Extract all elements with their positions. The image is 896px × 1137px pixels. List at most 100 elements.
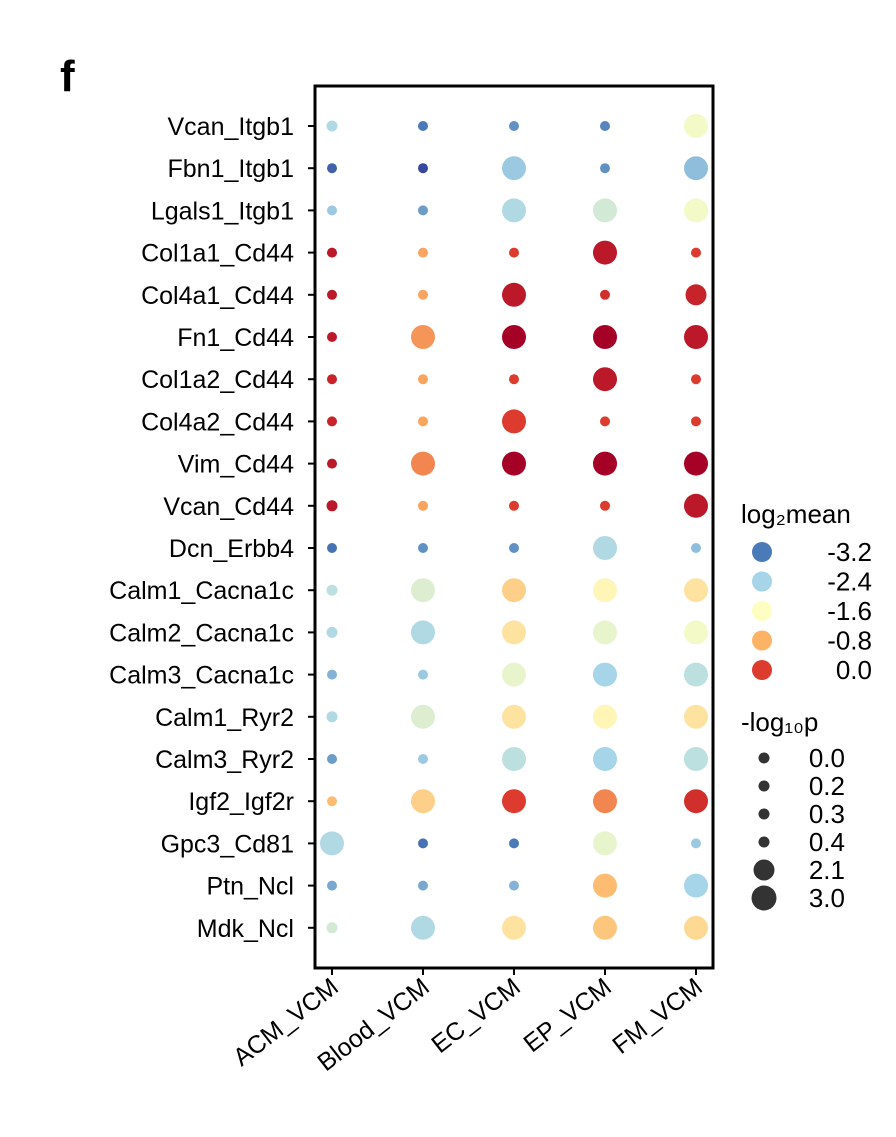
legend-size-swatch bbox=[758, 836, 770, 848]
dots-layer bbox=[320, 114, 708, 940]
dot-Vim_Cd44-FM_VCM bbox=[684, 451, 708, 476]
dot-Col1a2_Cd44-FM_VCM bbox=[691, 374, 701, 385]
legend-color-label: -0.8 bbox=[827, 626, 872, 656]
legend-size-swatch bbox=[758, 752, 770, 764]
dot-Dcn_Erbb4-EP_VCM bbox=[593, 536, 617, 560]
legend-color-swatch bbox=[752, 542, 772, 562]
x-tick-label: FM_VCM bbox=[607, 973, 707, 1060]
legend-color-swatch bbox=[752, 630, 772, 651]
legend-color-swatch bbox=[752, 660, 772, 680]
dot-Igf2_Igf2r-EP_VCM bbox=[593, 789, 617, 814]
dot-Calm2_Cacna1c-Blood_VCM bbox=[411, 620, 435, 645]
dot-Vim_Cd44-EP_VCM bbox=[593, 451, 617, 476]
y-tick-label: Vcan_Cd44 bbox=[163, 493, 294, 521]
y-tick-label: Fn1_Cd44 bbox=[177, 324, 294, 352]
y-tick-label: Calm1_Cacna1c bbox=[109, 577, 294, 605]
dot-Vcan_Itgb1-EC_VCM bbox=[509, 121, 519, 131]
dot-Ptn_Ncl-Blood_VCM bbox=[418, 880, 428, 891]
dot-Col4a2_Cd44-FM_VCM bbox=[691, 416, 701, 427]
y-tick-label: Col4a1_Cd44 bbox=[141, 282, 294, 310]
dot-Lgals1_Itgb1-EC_VCM bbox=[502, 198, 526, 223]
dot-Fn1_Cd44-FM_VCM bbox=[684, 325, 708, 349]
dot-Lgals1_Itgb1-Blood_VCM bbox=[418, 205, 428, 216]
dot-Calm3_Ryr2-EP_VCM bbox=[593, 747, 617, 771]
y-tick-label: Col1a1_Cd44 bbox=[141, 240, 294, 268]
legend-color-swatch bbox=[752, 601, 772, 621]
y-tick-label: Lgals1_Itgb1 bbox=[151, 197, 294, 225]
dot-Calm3_Cacna1c-FM_VCM bbox=[684, 662, 708, 687]
dot-Igf2_Igf2r-Blood_VCM bbox=[411, 789, 435, 814]
dot-Ptn_Ncl-ACM_VCM bbox=[327, 880, 337, 891]
legend-size-label: 3.0 bbox=[809, 883, 845, 913]
dot-Calm3_Ryr2-ACM_VCM bbox=[327, 754, 337, 764]
dot-Col4a1_Cd44-FM_VCM bbox=[685, 284, 707, 306]
dot-Col1a1_Cd44-FM_VCM bbox=[691, 247, 701, 258]
legend-neg-log10p: -log₁₀p 0.00.20.30.42.13.0 bbox=[741, 707, 845, 913]
dot-Mdk_Ncl-FM_VCM bbox=[684, 915, 708, 940]
dot-Calm1_Ryr2-FM_VCM bbox=[684, 704, 708, 729]
legend-size-swatch bbox=[758, 780, 770, 792]
dot-Vcan_Cd44-EC_VCM bbox=[509, 500, 519, 511]
y-tick-label: Igf2_Igf2r bbox=[188, 788, 294, 816]
y-axis: Vcan_Itgb1 Fbn1_Itgb1 Lgals1_Itgb1 Col1a1_C… bbox=[109, 113, 315, 943]
dot-Calm3_Ryr2-Blood_VCM bbox=[418, 754, 428, 764]
dot-Col4a2_Cd44-ACM_VCM bbox=[327, 416, 337, 427]
y-tick-label: Mdk_Ncl bbox=[197, 915, 294, 943]
legend-size-swatch bbox=[758, 808, 770, 820]
legend-size-label: 0.3 bbox=[809, 799, 845, 829]
y-tick-label: Fbn1_Itgb1 bbox=[168, 155, 295, 183]
dot-Fn1_Cd44-EC_VCM bbox=[502, 325, 526, 349]
legend-size-swatch bbox=[753, 859, 775, 881]
dot-Calm3_Cacna1c-EC_VCM bbox=[502, 662, 526, 687]
dot-Igf2_Igf2r-FM_VCM bbox=[684, 789, 708, 814]
y-tick-label: Calm1_Ryr2 bbox=[155, 704, 294, 732]
legend-log2mean: log₂mean -3.2-2.4-1.6-0.80.0 bbox=[741, 499, 872, 685]
dot-Vim_Cd44-Blood_VCM bbox=[411, 451, 435, 476]
dot-Calm1_Ryr2-EP_VCM bbox=[593, 704, 617, 729]
legend-size-label: 0.2 bbox=[809, 771, 845, 801]
y-tick-label: Col4a2_Cd44 bbox=[141, 408, 294, 436]
dot-Col4a1_Cd44-EP_VCM bbox=[600, 289, 610, 300]
dot-Igf2_Igf2r-ACM_VCM bbox=[327, 796, 337, 807]
dot-Vcan_Cd44-Blood_VCM bbox=[418, 500, 428, 511]
dot-Col4a1_Cd44-EC_VCM bbox=[502, 282, 526, 307]
dot-Col1a1_Cd44-ACM_VCM bbox=[327, 247, 337, 258]
dot-Calm1_Cacna1c-ACM_VCM bbox=[326, 584, 338, 596]
legend-size-title: -log₁₀p bbox=[741, 707, 818, 737]
legend-color-swatch bbox=[752, 571, 772, 592]
dot-Vcan_Cd44-FM_VCM bbox=[684, 493, 708, 518]
y-tick-label: Vcan_Itgb1 bbox=[168, 113, 295, 141]
dot-Ptn_Ncl-FM_VCM bbox=[684, 873, 708, 898]
legend-size-label: 0.4 bbox=[809, 827, 845, 857]
dot-Calm3_Ryr2-FM_VCM bbox=[684, 747, 708, 771]
dot-Col1a2_Cd44-EP_VCM bbox=[593, 367, 617, 392]
legend-color-label: 0.0 bbox=[836, 655, 872, 685]
panel-label: f bbox=[60, 52, 75, 101]
dot-Calm1_Ryr2-Blood_VCM bbox=[411, 704, 435, 729]
dot-Fn1_Cd44-EP_VCM bbox=[593, 325, 617, 349]
dot-Calm1_Cacna1c-EP_VCM bbox=[593, 578, 617, 603]
dot-Gpc3_Cd81-Blood_VCM bbox=[418, 838, 428, 849]
y-tick-label: Calm3_Ryr2 bbox=[155, 746, 294, 774]
x-tick-label: EP_VCM bbox=[518, 973, 616, 1058]
legend-size-label: 2.1 bbox=[809, 855, 845, 885]
dot-Fn1_Cd44-ACM_VCM bbox=[327, 332, 337, 342]
dot-Lgals1_Itgb1-FM_VCM bbox=[684, 198, 708, 223]
legend-size-label: 0.0 bbox=[809, 743, 845, 773]
dot-Gpc3_Cd81-FM_VCM bbox=[691, 838, 701, 849]
dot-Fbn1_Itgb1-EP_VCM bbox=[600, 163, 610, 174]
y-tick-label: Ptn_Ncl bbox=[206, 873, 294, 901]
dot-Calm1_Ryr2-ACM_VCM bbox=[326, 711, 338, 723]
dot-Vcan_Itgb1-ACM_VCM bbox=[326, 120, 338, 132]
dot-Calm1_Cacna1c-Blood_VCM bbox=[411, 578, 435, 603]
dot-Mdk_Ncl-ACM_VCM bbox=[326, 922, 338, 934]
dot-Calm3_Ryr2-EC_VCM bbox=[502, 747, 526, 771]
legend-color-title: log₂mean bbox=[741, 499, 851, 529]
dot-Vcan_Itgb1-Blood_VCM bbox=[418, 121, 428, 131]
dot-Vim_Cd44-EC_VCM bbox=[502, 451, 526, 476]
y-tick-label: Gpc3_Cd81 bbox=[161, 830, 294, 858]
dot-Calm3_Cacna1c-Blood_VCM bbox=[418, 669, 428, 680]
dot-Vcan_Itgb1-FM_VCM bbox=[684, 114, 708, 138]
y-tick-label: Dcn_Erbb4 bbox=[169, 535, 294, 563]
